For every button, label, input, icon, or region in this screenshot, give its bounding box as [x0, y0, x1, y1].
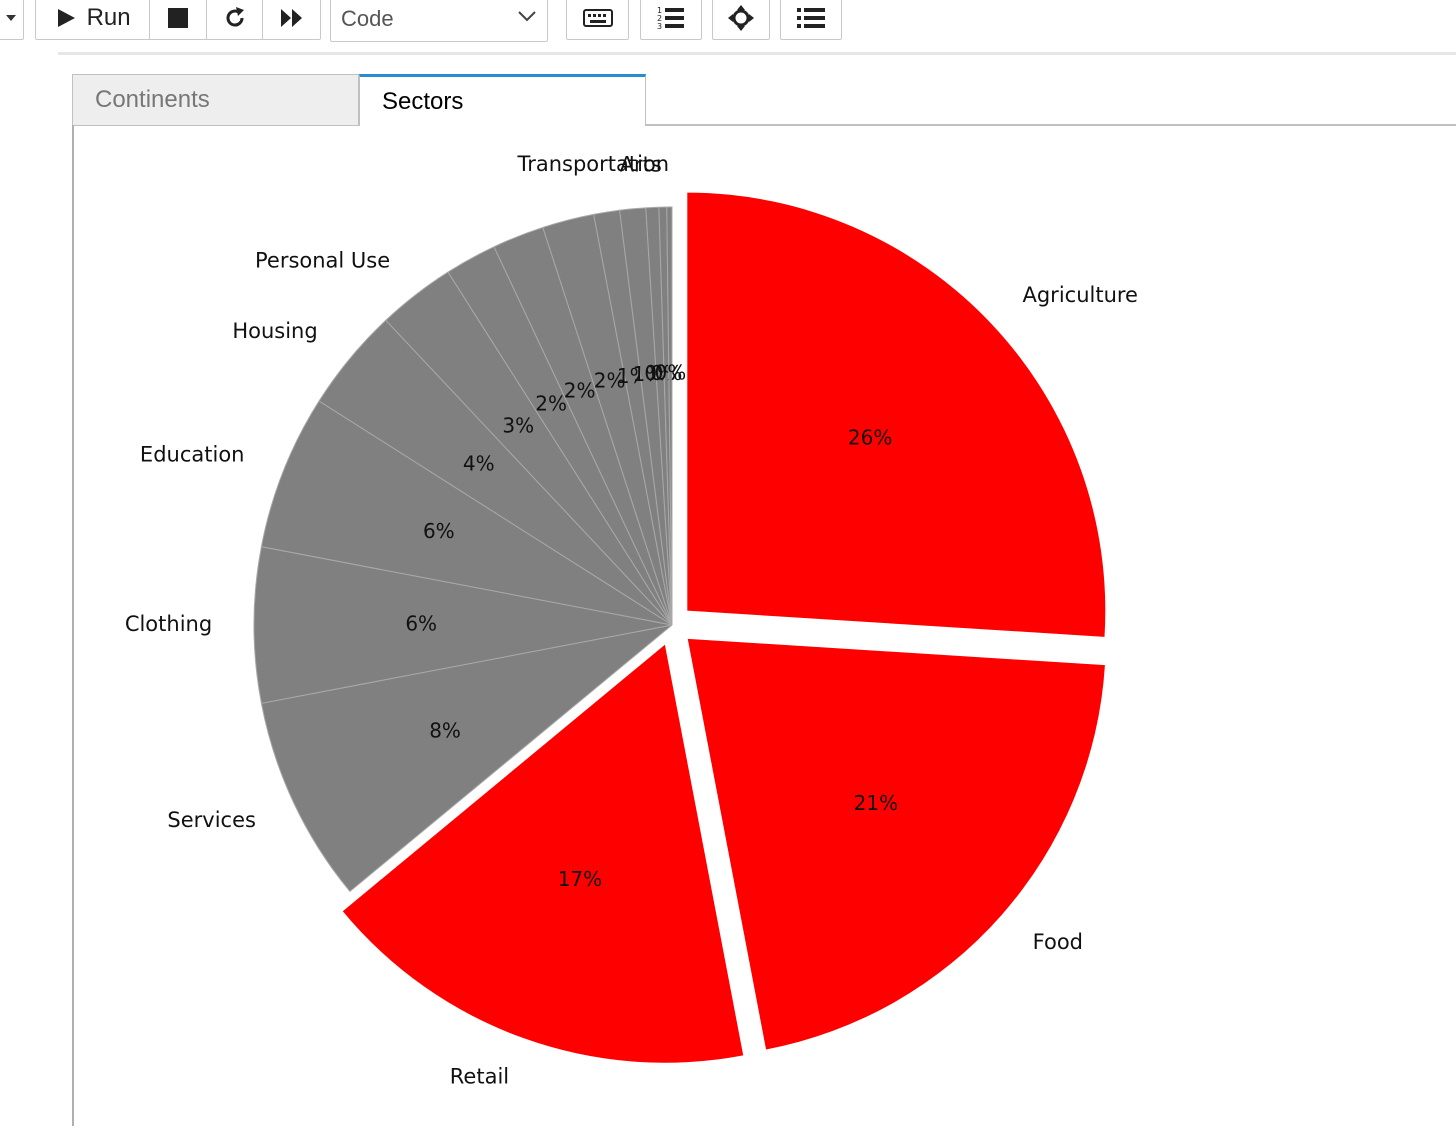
pie-category-label: Services: [167, 808, 256, 832]
move-button[interactable]: [712, 0, 770, 40]
list-icon: [797, 8, 825, 28]
pie-percent-label: 17%: [558, 867, 602, 891]
pie-percent-label: 2%: [594, 369, 626, 393]
pie-slice: [666, 206, 673, 626]
pie-percent-label: 26%: [848, 425, 892, 449]
table-of-contents-button[interactable]: [780, 0, 842, 40]
tab-sectors[interactable]: Sectors: [359, 74, 646, 126]
output-tabs: Continents Sectors: [72, 74, 1456, 126]
tab-panel: 26% Agriculture 21% Food 17% Retail 8% Services…: [72, 125, 1456, 1126]
pie-category-label: Personal Use: [255, 249, 390, 273]
pie-category-label: Transportation: [516, 152, 669, 176]
pie-category-label: Clothing: [125, 612, 212, 636]
pie-slice: [253, 546, 673, 704]
run-button[interactable]: Run: [36, 0, 151, 39]
pie-percent-label: 0%: [651, 361, 683, 385]
pie-slice: [260, 624, 673, 893]
pie-percent-label: 2%: [535, 392, 567, 416]
pie-percent-label: 6%: [405, 612, 437, 636]
run-controls: Run: [35, 0, 321, 40]
restart-button[interactable]: [207, 0, 264, 39]
toolbar-divider: [58, 52, 1456, 55]
stop-button[interactable]: [150, 0, 207, 39]
svg-text:1: 1: [657, 6, 662, 15]
pie-percent-label: 3%: [502, 413, 534, 437]
keyboard-shortcuts-button[interactable]: [566, 0, 629, 40]
pie-percent-label: 21%: [854, 791, 898, 815]
pie-slice: [342, 644, 744, 1063]
fast-forward-icon: [280, 9, 302, 27]
pie-category-label: Agriculture: [1022, 283, 1137, 307]
pie-percent-label: 0%: [655, 361, 687, 385]
run-all-button[interactable]: [263, 0, 320, 39]
tab-divider: [646, 124, 1456, 126]
caret-icon: [6, 15, 16, 21]
pie-percent-label: 8%: [429, 718, 461, 742]
sectors-pie-chart: 26% Agriculture 21% Food 17% Retail 8% Services…: [125, 152, 1138, 1088]
tab-continents[interactable]: Continents: [72, 74, 359, 126]
chevron-down-icon: [518, 11, 536, 22]
svg-text:2: 2: [657, 14, 662, 23]
pie-category-label: Food: [1033, 930, 1083, 954]
pie-category-label: Arts: [620, 152, 662, 176]
play-icon: [57, 9, 75, 27]
restart-icon: [226, 7, 244, 27]
svg-text:3: 3: [657, 22, 662, 31]
numbered-list-icon: 123: [657, 6, 684, 31]
pie-percent-label: 6%: [423, 519, 455, 543]
pie-percent-label: 4%: [463, 452, 495, 476]
pie-category-label: Housing: [232, 319, 317, 343]
stop-icon: [167, 8, 188, 28]
pie-slice: [687, 192, 1106, 637]
pie-category-label: Retail: [450, 1064, 509, 1088]
cell-type-select[interactable]: Code: [330, 0, 548, 42]
pie-category-label: Education: [140, 443, 245, 467]
run-label: Run: [86, 4, 131, 31]
pie-slice: [260, 400, 673, 626]
dropdown-button[interactable]: [0, 0, 24, 40]
move-icon: [728, 5, 754, 31]
keyboard-icon: [582, 9, 613, 27]
cell-type-value: Code: [341, 6, 394, 31]
pie-slice: [687, 638, 1105, 1050]
pie-percent-label: 2%: [564, 378, 596, 402]
